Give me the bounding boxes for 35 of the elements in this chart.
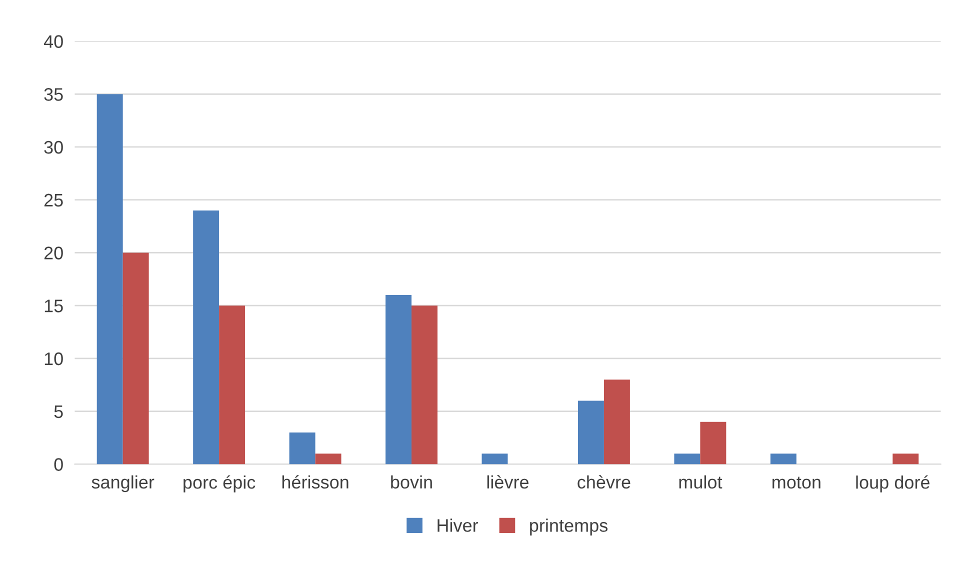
bar — [604, 380, 630, 464]
legend-label: Hiver — [438, 518, 478, 532]
y-tick-label: 35 — [44, 88, 63, 101]
bar — [193, 210, 220, 464]
bar — [386, 295, 412, 464]
y-tick-label: 25 — [44, 194, 63, 207]
x-tick-label: chèvre — [578, 475, 630, 489]
bar — [412, 306, 438, 464]
x-tick-label: lièvre — [487, 475, 529, 489]
bar — [578, 400, 604, 464]
y-tick-label: 40 — [44, 35, 63, 48]
y-tick-label: 5 — [54, 405, 63, 418]
bar — [770, 454, 796, 464]
bar — [289, 432, 316, 464]
bar — [892, 454, 919, 464]
x-tick-label: sanglier — [92, 475, 154, 492]
bar — [482, 454, 508, 464]
bar — [122, 252, 149, 464]
x-tick-label: porc épic — [184, 475, 256, 492]
x-tick-label: moton — [772, 476, 820, 489]
x-tick-label: bovin — [391, 475, 432, 489]
bar — [315, 454, 342, 464]
x-tick-label: loup doré — [856, 475, 930, 492]
bar — [219, 306, 246, 464]
x-tick-label: hérisson — [282, 475, 348, 489]
bar — [96, 94, 123, 464]
y-tick-label: 0 — [54, 458, 63, 471]
x-tick-label: mulot — [679, 475, 722, 489]
bar — [700, 422, 726, 464]
bar — [674, 454, 700, 464]
y-tick-label: 10 — [44, 352, 63, 366]
legend-label: printemps — [530, 518, 608, 536]
y-tick-label: 30 — [44, 140, 63, 154]
y-tick-label: 20 — [44, 246, 63, 260]
y-tick-label: 15 — [44, 300, 63, 312]
